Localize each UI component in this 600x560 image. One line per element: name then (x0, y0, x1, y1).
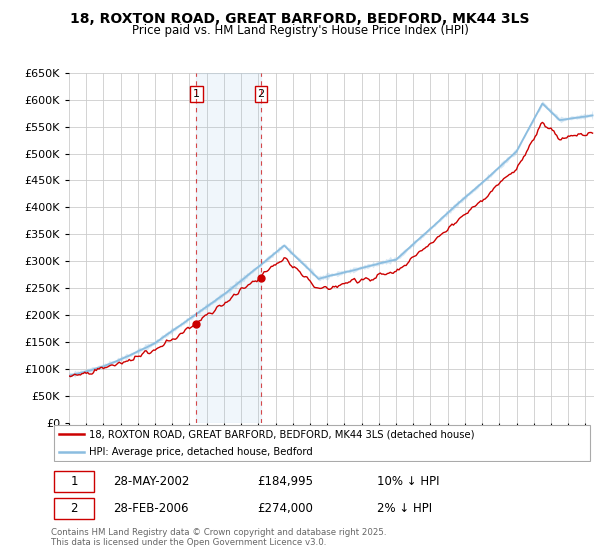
Text: 2: 2 (257, 89, 265, 99)
Text: 2: 2 (71, 502, 78, 515)
Text: 18, ROXTON ROAD, GREAT BARFORD, BEDFORD, MK44 3LS (detached house): 18, ROXTON ROAD, GREAT BARFORD, BEDFORD,… (89, 429, 475, 439)
Text: 28-FEB-2006: 28-FEB-2006 (113, 502, 189, 515)
Text: HPI: Average price, detached house, Bedford: HPI: Average price, detached house, Bedf… (89, 447, 313, 457)
Text: 18, ROXTON ROAD, GREAT BARFORD, BEDFORD, MK44 3LS: 18, ROXTON ROAD, GREAT BARFORD, BEDFORD,… (70, 12, 530, 26)
Text: 1: 1 (193, 89, 200, 99)
Text: 10% ↓ HPI: 10% ↓ HPI (377, 475, 439, 488)
Text: £274,000: £274,000 (257, 502, 313, 515)
FancyBboxPatch shape (54, 425, 590, 461)
Text: 28-MAY-2002: 28-MAY-2002 (113, 475, 190, 488)
Text: 1: 1 (71, 475, 78, 488)
Text: Price paid vs. HM Land Registry's House Price Index (HPI): Price paid vs. HM Land Registry's House … (131, 24, 469, 36)
Text: Contains HM Land Registry data © Crown copyright and database right 2025.
This d: Contains HM Land Registry data © Crown c… (51, 528, 386, 547)
Text: 2% ↓ HPI: 2% ↓ HPI (377, 502, 432, 515)
FancyBboxPatch shape (54, 498, 94, 520)
Bar (196, 73, 261, 423)
FancyBboxPatch shape (54, 470, 94, 492)
Text: £184,995: £184,995 (257, 475, 313, 488)
